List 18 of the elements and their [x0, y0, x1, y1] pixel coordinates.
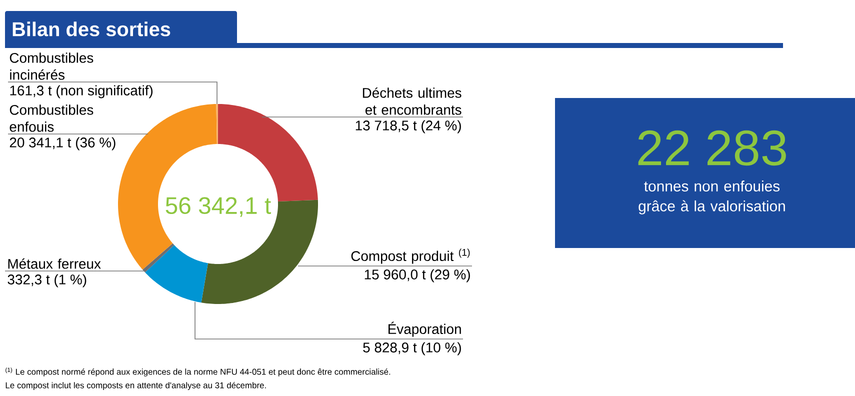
slice-label: Métaux ferreux [8, 258, 101, 269]
data-label: 13 718,5 t (24 %) [356, 120, 461, 134]
slice-label: Combustibles incinérés [10, 52, 94, 80]
text: $^{(1)}$ Le compost normé répond aux exigences de la norme NFU 44-051 et peut donc être commercialisé. [6, 368, 390, 376]
slice-label: Déchets ultimes et encombrants [362, 87, 462, 115]
slice-label: Compost produit $^{(1)}$ [351, 248, 470, 264]
data-label: 332,3 t (1 %) [8, 274, 86, 288]
slice-label: Combustibles enfouis [10, 104, 94, 132]
data-label: 161,3 t (non significatif) [10, 85, 153, 98]
chart-title: Bilan des sorties [12, 22, 170, 36]
slice-label: Évaporation [388, 322, 461, 337]
text: 56 342,1 t [166, 197, 271, 217]
data-label: 15 960,0 t (29 %) [364, 269, 470, 282]
text: 22 283 [638, 130, 786, 166]
text: Le compost inclut les composts en attente d'analyse au 31 décembre. [6, 382, 266, 390]
data-label: 5 828,9 t (10 %) [363, 342, 461, 356]
data-label: 20 341,1 t (36 %) [10, 137, 116, 150]
text: tonnes non enfouies grâce à la valorisation [638, 180, 785, 214]
